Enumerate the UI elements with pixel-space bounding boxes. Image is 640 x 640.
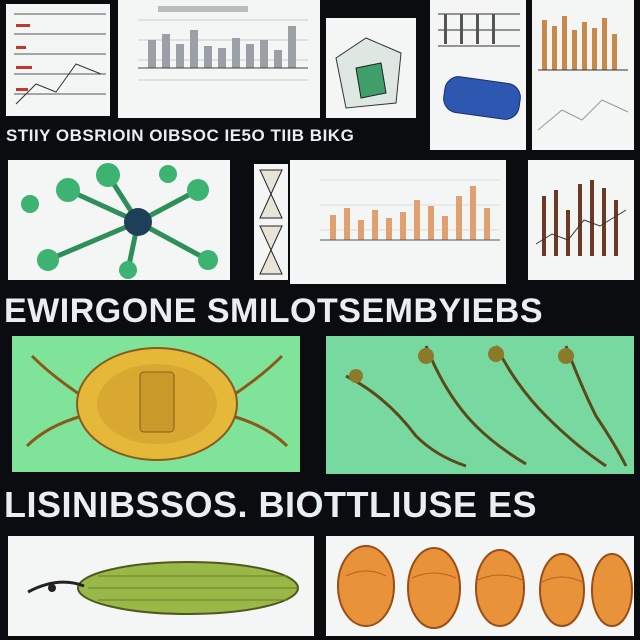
- hourglass-panel: [254, 164, 288, 280]
- brown-line-bar-chart: [535, 180, 627, 256]
- shells-panel: [326, 536, 634, 636]
- elongated-fish-illustration: [27, 561, 299, 615]
- crab-specimen-illustration: [25, 347, 289, 461]
- roots-panel: [326, 336, 634, 474]
- top-left-chart-panel: [6, 4, 110, 116]
- middle-banner-text: EWIRGONE SMILOTSEMBYIEBS: [4, 292, 544, 330]
- orange-bar-chart-panel: [290, 160, 506, 284]
- top-bar-chart-panel: [118, 0, 320, 118]
- shell-specimen-row: [337, 545, 633, 629]
- bottom-banner-text: LISINIBSSOS. BIOTTLIUSE ES: [4, 484, 538, 525]
- fish-panel: [8, 536, 314, 636]
- top-banner-text: STIIY OBSRIOIN OIBSOC IE5O TIIB BIKG: [6, 126, 355, 145]
- brown-chart-panel: [528, 160, 634, 280]
- molecule-illustration: [21, 163, 218, 279]
- blue-capsule-illustration: [438, 13, 521, 120]
- top-right-illustration-panel: [430, 0, 526, 150]
- gray-bar-chart: [138, 6, 308, 81]
- device-illustration: [335, 37, 402, 109]
- hourglass-icon: [259, 169, 283, 275]
- line-sketch-chart: [14, 13, 106, 105]
- far-right-chart-panel: [532, 0, 634, 150]
- molecule-panel: [8, 160, 230, 280]
- orange-bar-chart: [320, 179, 500, 241]
- crab-panel: [12, 336, 300, 472]
- top-illustration-panel: [326, 18, 416, 118]
- root-network-illustration: [345, 345, 628, 468]
- brown-bar-chart: [537, 16, 629, 131]
